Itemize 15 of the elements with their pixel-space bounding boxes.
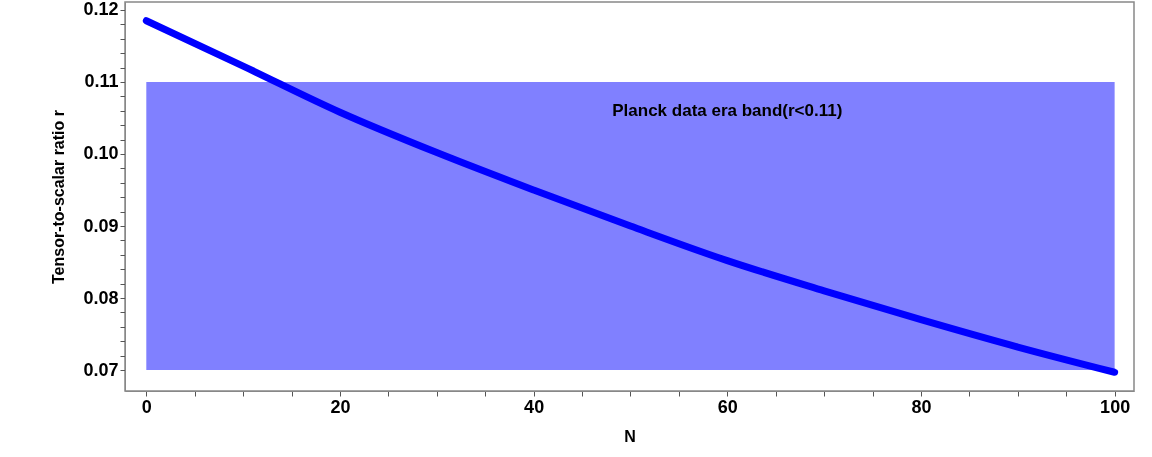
x-tick-label: 80: [911, 396, 932, 417]
x-tick-label: 100: [1100, 396, 1131, 417]
y-tick-label: 0.07: [83, 359, 119, 380]
y-tick-label: 0.08: [83, 287, 119, 308]
y-tick-label: 0.09: [83, 215, 119, 236]
x-tick-label: 0: [141, 396, 152, 417]
x-tick-label: 40: [524, 396, 545, 417]
x-tick-label: 60: [717, 396, 738, 417]
y-axis-title: Tensor-to-scalar ratio r: [50, 110, 68, 284]
y-tick-label: 0.10: [83, 143, 119, 164]
x-tick-label: 20: [330, 396, 351, 417]
band-label: Planck data era band(r<0.11): [612, 100, 843, 120]
y-tick-label: 0.11: [84, 71, 119, 92]
y-tick-label: 0.12: [83, 0, 119, 20]
x-axis-title: N: [624, 427, 636, 445]
